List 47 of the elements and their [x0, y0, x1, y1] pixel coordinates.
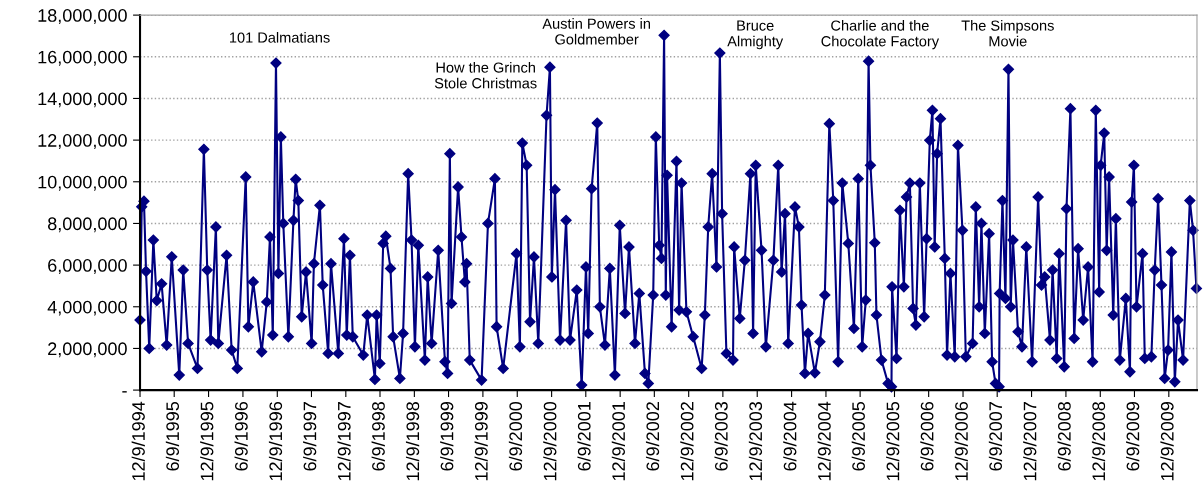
annotation: Bruce Almighty — [727, 20, 784, 50]
x-tick-label: 6/9/2004 — [783, 401, 797, 471]
x-tick-label: 6/9/1996 — [234, 401, 248, 471]
x-tick-label: 6/9/2005 — [851, 401, 865, 471]
x-tick-label: 12/9/2003 — [748, 401, 763, 481]
y-tick-label: - — [122, 391, 127, 393]
annotation: The Simpsons Movie — [961, 19, 1054, 47]
x-tick-label: 6/9/2000 — [508, 401, 523, 471]
x-tick-label: 6/9/2006 — [920, 401, 934, 471]
y-tick-label: 12,000,000 — [38, 134, 127, 149]
x-tick-label: 6/9/2003 — [714, 401, 728, 471]
y-tick-label: 2,000,000 — [48, 342, 127, 358]
y-tick-label: 14,000,000 — [38, 92, 127, 108]
annotation: 101 Dalmatians — [230, 31, 330, 43]
annotation: Charlie and the Chocolate Factory — [821, 19, 940, 50]
x-tick-label: 6/9/2002 — [645, 402, 660, 471]
x-tick-label: 12/9/1999 — [474, 402, 488, 481]
x-tick-label: 6/9/2008 — [1057, 401, 1071, 471]
x-tick-label: 12/9/2005 — [886, 401, 900, 481]
x-tick-label: 12/9/2006 — [954, 401, 968, 481]
x-tick-label: 12/9/2007 — [1023, 402, 1037, 481]
x-tick-label: 6/9/2009 — [1126, 402, 1140, 471]
x-tick-label: 12/9/1994 — [131, 401, 145, 481]
x-tick-label: 6/9/1998 — [371, 401, 385, 471]
x-tick-label: 6/9/1995 — [165, 401, 180, 471]
x-tick-label: 12/9/2002 — [680, 402, 694, 481]
x-tick-label: 12/9/1995 — [200, 401, 214, 481]
y-tick-label: 8,000,000 — [48, 217, 127, 233]
x-tick-label: 12/9/2000 — [543, 401, 557, 481]
x-tick-label: 12/9/1996 — [268, 401, 283, 481]
y-tick-label: 16,000,000 — [38, 50, 127, 66]
x-tick-label: 12/9/2001 — [611, 402, 625, 481]
y-tick-label: 4,000,000 — [47, 300, 127, 316]
x-tick-label: 6/9/1999 — [440, 402, 454, 471]
x-tick-label: 12/9/2009 — [1160, 402, 1174, 481]
x-tick-label: 6/9/2001 — [577, 402, 591, 471]
x-tick-label: 12/9/1998 — [405, 401, 420, 481]
x-tick-label: 12/9/2008 — [1091, 401, 1106, 481]
x-tick-label: 6/9/2007 — [988, 402, 1003, 471]
x-tick-label: 6/9/1997 — [303, 402, 317, 471]
x-tick-label: 12/9/2004 — [817, 401, 831, 481]
x-tick-label: 12/9/1997 — [337, 402, 351, 481]
y-tick-label: 6,000,000 — [48, 259, 127, 274]
y-tick-label: 18,000,000 — [38, 9, 127, 24]
annotation: How the Grinch Stole Christmas — [434, 61, 537, 89]
y-tick-label: 10,000,000 — [38, 175, 127, 191]
annotation: Austin Powers in Goldmember — [542, 18, 650, 45]
